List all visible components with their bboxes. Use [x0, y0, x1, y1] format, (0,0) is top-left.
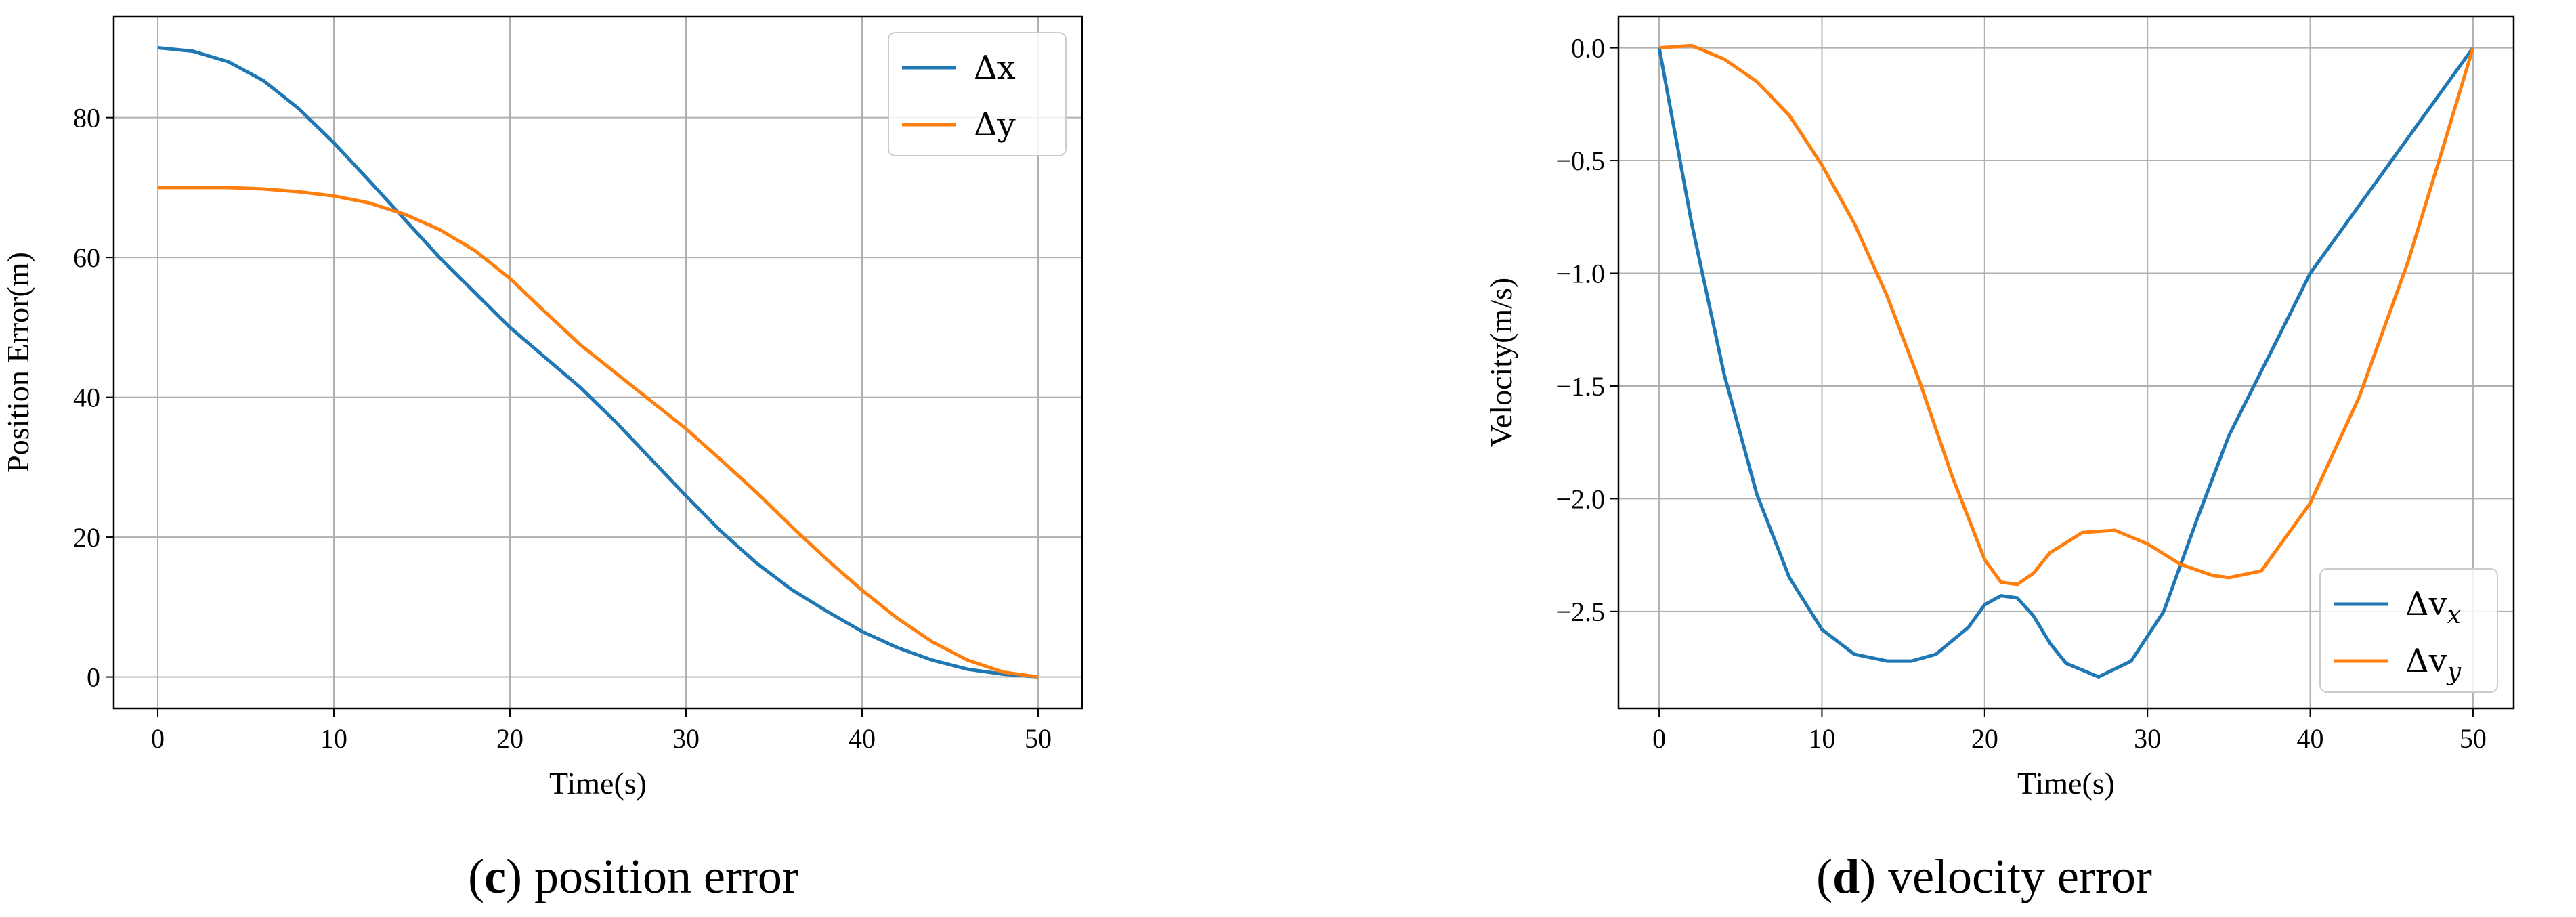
x-tick-label: 50: [1025, 723, 1052, 754]
plot-frame: [112, 15, 1083, 710]
y-tick-label: 0.0: [1571, 33, 1605, 64]
x-tick-label: 0: [151, 723, 165, 754]
legend: Δx Δy: [888, 32, 1067, 156]
legend-label-1: Δx: [974, 49, 1016, 87]
x-tick-label: 40: [2297, 723, 2324, 754]
plot-frame: [1617, 15, 2515, 710]
legend-label-subscript: y: [2446, 658, 2462, 686]
x-tick-label: 30: [2134, 723, 2161, 754]
y-tick-label: 20: [73, 522, 100, 553]
series-line-2: [158, 186, 1039, 679]
series-line-1: [157, 46, 1039, 679]
legend-label-subscript: x: [2447, 601, 2461, 629]
x-axis-label: Time(s): [2017, 766, 2115, 801]
velocity-error-chart: 0 10 20 30 40 50 0.0 −0.5 −1.0 −1.5 −2.0 −2.5 Time(s…: [1484, 15, 2515, 801]
x-tick-label: 20: [1971, 723, 1998, 754]
legend-label-2: Δy: [974, 106, 1016, 144]
series-line-2: [1658, 43, 2475, 587]
x-tick-label: 20: [496, 723, 523, 754]
legend-label-2: Δvy: [2405, 642, 2462, 686]
caption-rest: ) position error: [506, 849, 798, 903]
caption-rest: ) velocity error: [1860, 849, 2152, 903]
x-tick-label: 0: [1652, 723, 1666, 754]
caption-open: (: [1816, 849, 1832, 903]
y-tick-label: −2.5: [1555, 597, 1605, 627]
y-tick-label: 60: [73, 242, 100, 273]
y-tick-label: −0.5: [1555, 146, 1605, 176]
caption-letter: c: [484, 849, 506, 903]
position-error-chart: 0 10 20 30 40 50 0 20 40 60 80 Time(s) Position Erro…: [1, 15, 1083, 801]
x-tick-label: 50: [2460, 723, 2487, 754]
y-axis-label: Velocity(m/s): [1484, 278, 1518, 447]
caption-position-error: (c) position error: [468, 849, 798, 903]
caption-open: (: [468, 849, 484, 903]
x-tick-label: 10: [320, 723, 347, 754]
y-tick-label: −1.0: [1555, 259, 1605, 289]
caption-letter: d: [1832, 849, 1860, 903]
y-tick-label: 0: [87, 662, 100, 693]
x-tick-label: 30: [672, 723, 700, 754]
y-axis-label: Position Error(m): [1, 252, 35, 473]
series-line-1: [1657, 47, 2474, 679]
y-tick-label: 80: [73, 103, 100, 133]
x-axis-label: Time(s): [549, 766, 647, 801]
y-tick-label: −2.0: [1555, 484, 1605, 514]
y-tick-label: −1.5: [1555, 371, 1605, 402]
caption-velocity-error: (d) velocity error: [1816, 849, 2152, 903]
x-tick-label: 40: [849, 723, 876, 754]
x-tick-label: 10: [1808, 723, 1835, 754]
y-tick-label: 40: [73, 383, 100, 413]
